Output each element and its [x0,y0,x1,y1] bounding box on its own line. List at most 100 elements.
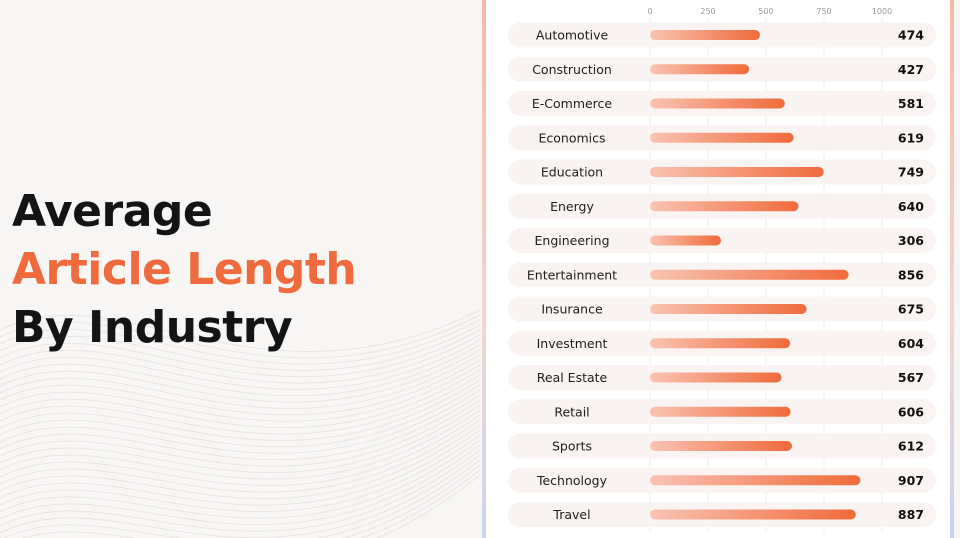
bar-row: Real Estate 567 [508,365,936,390]
category-label: Education [541,165,603,180]
bar [650,235,721,246]
panel-border-right [950,0,954,538]
wave-line [0,429,480,506]
bar-row: Technology 907 [508,467,936,493]
value-label: 612 [898,439,924,454]
value-label: 856 [898,267,924,282]
bar [650,372,782,383]
wave-line [0,369,480,428]
wave-line [0,329,480,378]
bar [650,338,791,349]
category-label: Real Estate [537,370,608,385]
wave-line [0,324,480,371]
bar-row: Insurance 675 [508,296,936,322]
row-background [508,228,936,253]
bar [650,64,750,75]
wave-line [0,399,480,467]
category-label: Automotive [536,28,609,43]
x-tick-label: 250 [700,7,715,16]
panel-border-left [482,0,486,538]
wave-line [0,354,480,409]
wave-line [360,469,480,538]
bar-row: Investment 604 [508,330,936,356]
category-label: Economics [538,130,605,145]
title-line-3: By Industry [12,302,293,353]
chart-title: Average Article Length By Industry [12,183,357,357]
x-tick-label: 1000 [872,7,892,16]
bar-row: Retail 606 [508,399,936,425]
bar-row: E-Commerce 581 [508,91,936,116]
wave-line [0,449,480,532]
x-tick-label: 500 [758,7,773,16]
bar [650,30,760,40]
wave-line [0,454,480,538]
wave-line [0,404,480,474]
bar-row: Sports 612 [508,433,936,459]
bar-row: Automotive 474 [508,22,936,48]
bar-row: Entertainment 856 [508,262,936,288]
category-label: Retail [554,404,589,419]
bar-row: Energy 640 [508,193,936,219]
category-label: Investment [537,336,608,351]
wave-line [0,384,480,448]
value-label: 675 [898,302,924,317]
wave-line [0,409,480,480]
wave-line [0,419,480,493]
wave-line [0,439,480,519]
bar-row: Education 749 [508,159,936,185]
bar-row: Engineering 306 [508,228,936,253]
value-label: 427 [898,62,924,77]
category-label: Entertainment [527,267,617,282]
x-tick-label: 750 [816,7,831,16]
value-label: 887 [898,507,924,522]
bar [650,167,824,177]
bar-rows: Automotive 474 Construction 427 E-Commerce 58… [508,22,936,527]
value-label: 604 [898,336,924,351]
wave-line [0,359,480,416]
x-tick-label: 0 [647,7,652,16]
wave-line [0,309,480,352]
wave-line [0,374,480,435]
category-label: Construction [532,62,612,77]
value-label: 474 [898,28,924,43]
x-axis-ticks: 0 250 500 750 1000 [647,7,892,16]
bar [650,441,792,451]
bar-row: Travel 887 [508,502,936,527]
category-label: Technology [536,473,608,488]
category-label: Engineering [535,233,610,248]
wave-line [3,459,480,538]
bar [650,269,849,280]
category-label: Sports [552,439,592,454]
wave-line [0,339,480,390]
bar [650,304,807,314]
wave-line [0,424,480,499]
wave-line [0,394,480,461]
category-label: Travel [552,507,590,522]
title-line-1: Average [12,186,213,237]
value-label: 749 [898,165,924,180]
wave-line [0,414,480,487]
bar [650,406,791,417]
bar-row: Economics 619 [508,125,936,151]
bar [650,509,856,520]
value-label: 907 [898,473,924,488]
wave-line [0,434,480,512]
wave-line [0,334,480,384]
wave-line [0,344,480,397]
wave-line [0,319,480,365]
bar [650,201,799,212]
value-label: 567 [898,370,924,385]
wave-line [0,349,480,403]
wave-line [0,379,480,441]
category-label: Insurance [541,302,603,317]
wave-line [0,444,480,526]
value-label: 306 [898,233,924,248]
value-label: 606 [898,404,924,419]
wave-line [375,474,480,538]
category-label: E-Commerce [532,96,613,111]
wave-line [0,364,480,422]
decorative-wave-background [0,309,480,538]
bar [650,98,785,109]
